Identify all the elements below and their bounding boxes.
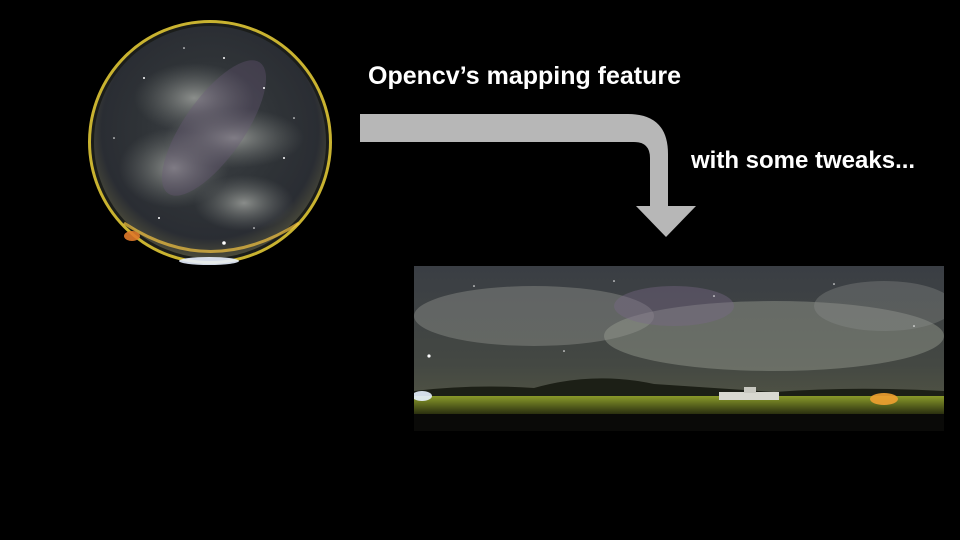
fisheye-image	[84, 18, 336, 270]
panorama-image	[414, 266, 944, 431]
bent-arrow-icon	[358, 110, 703, 240]
caption-mapping: Opencv’s mapping feature	[368, 62, 682, 90]
caption-tweaks: with some tweaks...	[691, 147, 916, 174]
